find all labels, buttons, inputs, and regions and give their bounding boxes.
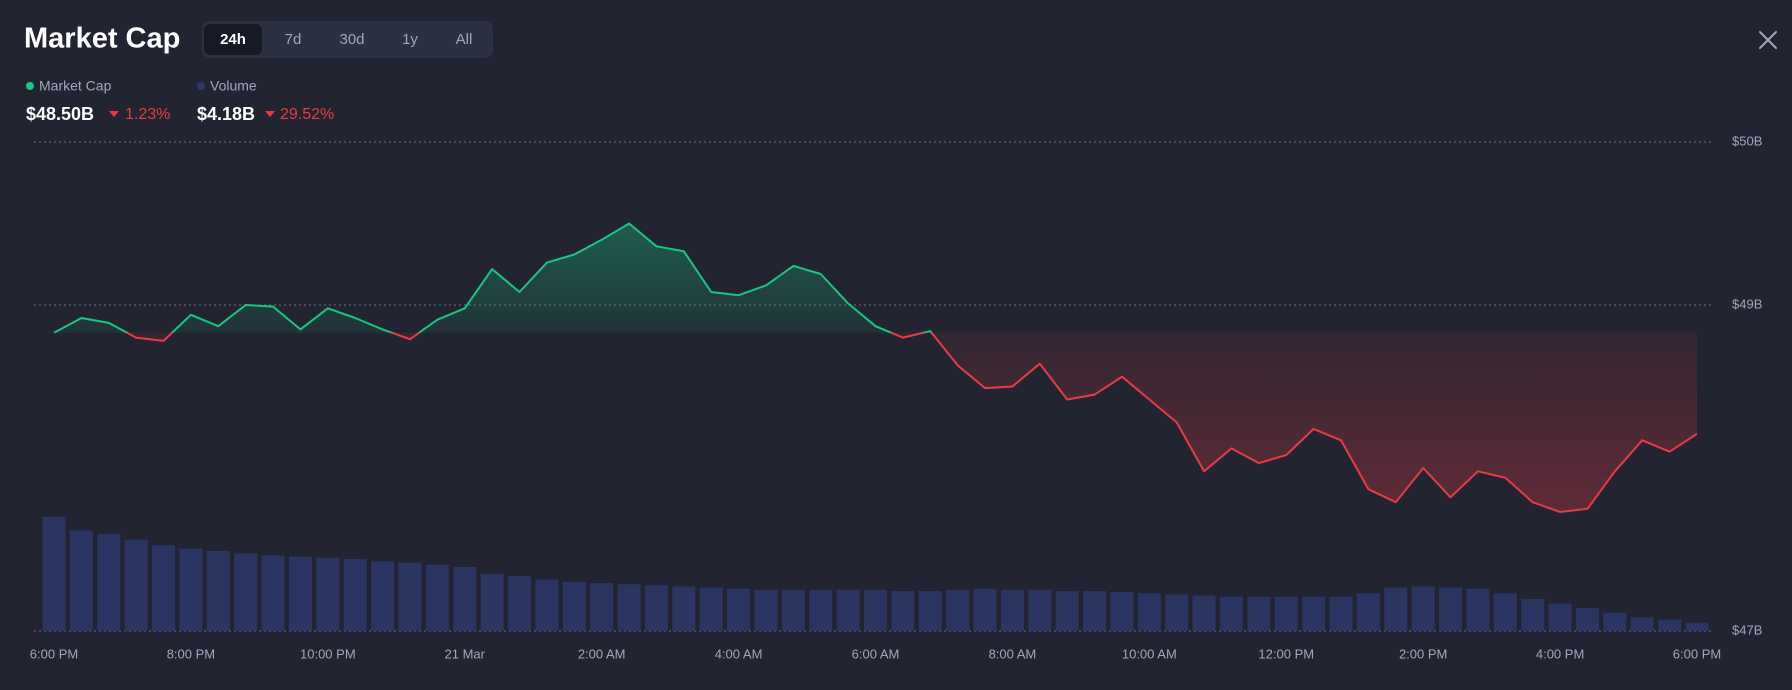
volume-bar — [179, 548, 203, 631]
volume-bar — [152, 545, 176, 631]
x-tick-label: 8:00 PM — [167, 646, 215, 661]
summary-value: $48.50B — [26, 104, 94, 124]
x-tick-label: 4:00 PM — [1536, 646, 1584, 661]
down-arrow — [109, 111, 119, 117]
volume-bar — [1603, 612, 1627, 631]
summary-change: 29.52% — [280, 106, 334, 123]
volume-bar — [1575, 608, 1599, 631]
volume-bar — [946, 589, 970, 631]
volume-bar — [973, 588, 997, 631]
range-button[interactable]: 7d — [285, 31, 302, 48]
volume-bar — [1493, 593, 1517, 631]
volume-bar — [1137, 593, 1161, 631]
volume-bar — [1329, 596, 1353, 631]
volume-bar — [1302, 596, 1326, 631]
volume-bar — [1192, 595, 1216, 631]
chart-title: Market Cap — [24, 23, 180, 55]
volume-bar — [343, 559, 367, 631]
volume-bar — [261, 555, 285, 631]
volume-bar — [754, 589, 778, 631]
volume-bar — [508, 576, 532, 631]
volume-bar — [1219, 596, 1243, 631]
x-tick-label: 6:00 PM — [1673, 646, 1721, 661]
x-tick-label: 12:00 PM — [1258, 646, 1314, 661]
x-tick-label: 2:00 AM — [578, 646, 626, 661]
volume-bar — [617, 584, 641, 631]
x-tick-label: 21 Mar — [445, 646, 486, 661]
volume-bar — [453, 567, 477, 631]
volume-bar — [535, 579, 559, 631]
volume-bar — [206, 550, 230, 631]
y-tick-label: $47B — [1732, 622, 1762, 637]
volume-bar — [1548, 603, 1572, 631]
legend-marker — [197, 82, 205, 90]
volume-bar — [1384, 587, 1408, 631]
x-tick-label: 2:00 PM — [1399, 646, 1447, 661]
volume-bar — [124, 539, 148, 631]
y-tick-label: $50B — [1732, 133, 1762, 148]
volume-bar — [42, 516, 66, 631]
range-button[interactable]: 1y — [402, 31, 418, 48]
volume-bar — [1247, 596, 1271, 631]
volume-bar — [1000, 589, 1024, 631]
volume-bar — [918, 591, 942, 631]
x-tick-label: 6:00 PM — [30, 646, 78, 661]
volume-bar — [644, 585, 668, 631]
volume-bar — [863, 589, 888, 631]
volume-bar — [1411, 586, 1435, 631]
range-button[interactable]: All — [456, 31, 473, 48]
volume-bar — [1274, 596, 1298, 631]
summary-change: 1.23% — [125, 106, 170, 123]
down-arrow — [265, 111, 275, 117]
volume-bar — [69, 530, 93, 631]
y-tick-label: $49B — [1732, 296, 1762, 311]
x-tick-label: 8:00 AM — [989, 646, 1037, 661]
volume-bar — [1110, 592, 1134, 631]
volume-bar — [234, 553, 258, 631]
volume-bar — [781, 589, 805, 631]
volume-bar — [1521, 598, 1545, 631]
range-button[interactable]: 30d — [339, 31, 364, 48]
volume-bar — [590, 583, 614, 631]
volume-bar — [562, 581, 586, 631]
volume-bar — [425, 564, 449, 631]
volume-bar — [891, 591, 915, 631]
legend-label: Market Cap — [39, 78, 112, 94]
range-button-active[interactable] — [204, 24, 262, 55]
volume-bar — [288, 556, 312, 631]
legend-label: Volume — [210, 78, 257, 94]
volume-bar — [316, 557, 340, 631]
volume-bar — [398, 562, 422, 631]
volume-bar — [1658, 619, 1682, 631]
x-tick-label: 10:00 AM — [1122, 646, 1177, 661]
volume-bar — [97, 533, 121, 631]
volume-bar — [672, 586, 696, 631]
volume-bar — [727, 588, 751, 631]
close-button[interactable] — [1759, 31, 1777, 49]
range-button[interactable]: 24h — [220, 31, 246, 48]
volume-bar — [1630, 617, 1654, 631]
volume-bar — [1466, 588, 1490, 631]
range-selector — [202, 21, 493, 58]
x-tick-label: 10:00 PM — [300, 646, 356, 661]
volume-bar — [1055, 591, 1079, 631]
volume-bar — [371, 561, 395, 631]
x-tick-label: 6:00 AM — [852, 646, 900, 661]
volume-bar — [480, 573, 504, 631]
volume-bar — [1083, 591, 1107, 631]
legend-marker — [26, 82, 34, 90]
x-tick-label: 4:00 AM — [715, 646, 763, 661]
volume-bar — [699, 587, 723, 631]
line — [53, 222, 1698, 513]
volume-bar — [1685, 622, 1709, 631]
volume-bar — [1028, 589, 1052, 631]
volume-bar — [809, 589, 833, 631]
volume-bar — [1165, 594, 1189, 631]
volume-bar — [1439, 587, 1463, 631]
summary-value: $4.18B — [197, 104, 255, 124]
volume-bar — [836, 589, 860, 631]
area — [54, 223, 1697, 512]
volume-bar — [1356, 593, 1380, 631]
